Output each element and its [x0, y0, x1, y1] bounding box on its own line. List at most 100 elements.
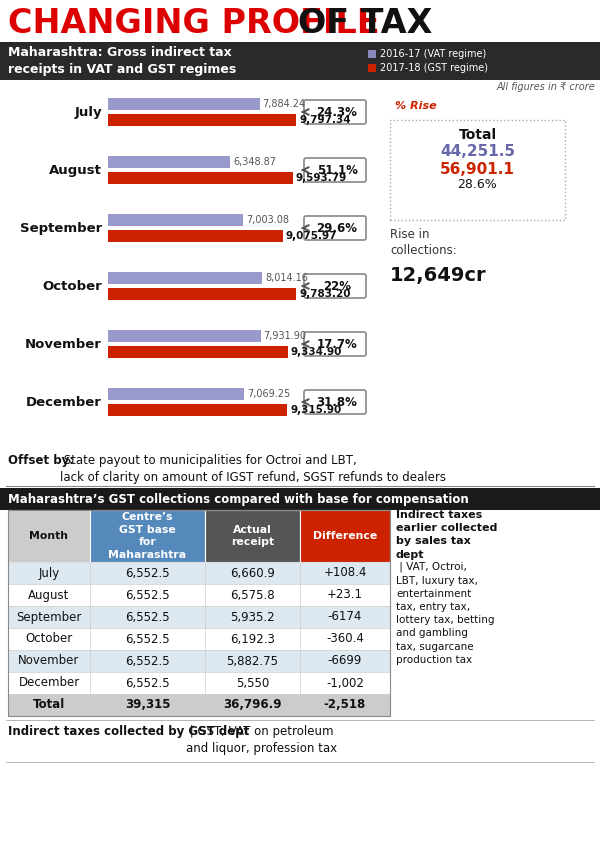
FancyBboxPatch shape	[8, 694, 90, 716]
Text: December: December	[19, 677, 80, 689]
Text: 6,552.5: 6,552.5	[125, 610, 170, 624]
Text: 36,796.9: 36,796.9	[223, 699, 282, 711]
Text: -6699: -6699	[328, 654, 362, 667]
Text: Maharashtra’s GST collections compared with base for compensation: Maharashtra’s GST collections compared w…	[8, 492, 469, 506]
Text: 12,649cr: 12,649cr	[390, 266, 487, 285]
Text: 31.8%: 31.8%	[317, 395, 358, 409]
FancyBboxPatch shape	[304, 158, 366, 182]
Text: -2,518: -2,518	[324, 699, 366, 711]
Text: 29.6%: 29.6%	[317, 222, 358, 235]
Text: Indirect taxes
earlier collected
by sales tax
dept: Indirect taxes earlier collected by sale…	[396, 510, 497, 559]
FancyBboxPatch shape	[368, 50, 376, 58]
Text: 5,550: 5,550	[236, 677, 269, 689]
FancyBboxPatch shape	[300, 606, 390, 628]
Text: 7,003.08: 7,003.08	[246, 215, 289, 225]
FancyBboxPatch shape	[90, 562, 205, 584]
FancyBboxPatch shape	[108, 288, 296, 300]
FancyBboxPatch shape	[304, 390, 366, 414]
FancyBboxPatch shape	[8, 510, 90, 562]
Text: 5,935.2: 5,935.2	[230, 610, 275, 624]
FancyBboxPatch shape	[90, 628, 205, 650]
FancyBboxPatch shape	[90, 672, 205, 694]
FancyBboxPatch shape	[300, 628, 390, 650]
FancyBboxPatch shape	[304, 274, 366, 298]
Text: 2017-18 (GST regime): 2017-18 (GST regime)	[380, 63, 488, 73]
Text: 9,783.20: 9,783.20	[299, 289, 351, 299]
Text: State payout to municipalities for Octroi and LBT,
lack of clarity on amount of : State payout to municipalities for Octro…	[60, 454, 446, 484]
Text: November: November	[25, 337, 102, 350]
Text: 7,931.90: 7,931.90	[263, 331, 307, 341]
Text: 17.7%: 17.7%	[317, 337, 358, 350]
FancyBboxPatch shape	[205, 694, 300, 716]
FancyBboxPatch shape	[108, 404, 287, 416]
Text: Maharashtra: Gross indirect tax
receipts in VAT and GST regimes: Maharashtra: Gross indirect tax receipts…	[8, 46, 236, 76]
Text: OF TAX: OF TAX	[298, 7, 433, 40]
FancyBboxPatch shape	[300, 584, 390, 606]
FancyBboxPatch shape	[108, 346, 287, 358]
Text: 44,251.5: 44,251.5	[440, 144, 515, 159]
Text: -360.4: -360.4	[326, 632, 364, 645]
Text: Total: Total	[458, 128, 497, 142]
Text: -6174: -6174	[328, 610, 362, 624]
Text: | GST, VAT on petroleum
and liquor, profession tax: | GST, VAT on petroleum and liquor, prof…	[186, 725, 337, 755]
Text: +108.4: +108.4	[323, 566, 367, 580]
FancyBboxPatch shape	[8, 672, 90, 694]
Text: Rise in: Rise in	[390, 228, 430, 241]
FancyBboxPatch shape	[304, 100, 366, 124]
Text: 6,192.3: 6,192.3	[230, 632, 275, 645]
FancyBboxPatch shape	[300, 672, 390, 694]
FancyBboxPatch shape	[205, 510, 300, 562]
FancyBboxPatch shape	[8, 628, 90, 650]
Text: 7,069.25: 7,069.25	[247, 389, 290, 399]
Text: September: September	[16, 610, 82, 624]
Text: 28.6%: 28.6%	[458, 178, 497, 191]
FancyBboxPatch shape	[300, 562, 390, 584]
Text: Offset by:: Offset by:	[8, 454, 74, 467]
FancyBboxPatch shape	[8, 584, 90, 606]
Text: 7,884.24: 7,884.24	[263, 99, 306, 109]
Text: 5,882.75: 5,882.75	[227, 654, 278, 667]
FancyBboxPatch shape	[300, 694, 390, 716]
FancyBboxPatch shape	[8, 562, 90, 584]
Text: August: August	[49, 163, 102, 177]
FancyBboxPatch shape	[108, 98, 260, 110]
FancyBboxPatch shape	[0, 488, 600, 510]
Text: 9,075.97: 9,075.97	[286, 231, 337, 241]
Text: October: October	[25, 632, 73, 645]
Text: July: July	[38, 566, 59, 580]
FancyBboxPatch shape	[8, 650, 90, 672]
FancyBboxPatch shape	[90, 510, 205, 562]
FancyBboxPatch shape	[390, 120, 565, 220]
FancyBboxPatch shape	[205, 628, 300, 650]
Text: Month: Month	[29, 531, 68, 541]
Text: 6,552.5: 6,552.5	[125, 632, 170, 645]
Text: August: August	[28, 588, 70, 602]
FancyBboxPatch shape	[108, 230, 283, 242]
Text: Difference: Difference	[313, 531, 377, 541]
FancyBboxPatch shape	[90, 584, 205, 606]
Text: Centre’s
GST base
for
Maharashtra: Centre’s GST base for Maharashtra	[109, 513, 187, 559]
FancyBboxPatch shape	[108, 156, 230, 168]
Text: 22%: 22%	[323, 280, 351, 292]
FancyBboxPatch shape	[300, 650, 390, 672]
FancyBboxPatch shape	[304, 216, 366, 240]
Text: 9,334.90: 9,334.90	[290, 347, 342, 357]
FancyBboxPatch shape	[108, 214, 243, 226]
Text: | VAT, Octroi,
LBT, luxury tax,
entertainment
tax, entry tax,
lottery tax, betti: | VAT, Octroi, LBT, luxury tax, entertai…	[396, 562, 494, 665]
Text: CHANGING PROFILE: CHANGING PROFILE	[8, 7, 391, 40]
Text: 6,552.5: 6,552.5	[125, 654, 170, 667]
FancyBboxPatch shape	[368, 64, 376, 72]
Text: 9,797.34: 9,797.34	[299, 115, 351, 125]
Text: 51.1%: 51.1%	[317, 163, 358, 177]
Text: 6,575.8: 6,575.8	[230, 588, 275, 602]
Text: 39,315: 39,315	[125, 699, 170, 711]
Text: 6,552.5: 6,552.5	[125, 566, 170, 580]
FancyBboxPatch shape	[304, 332, 366, 356]
Text: Total: Total	[33, 699, 65, 711]
Text: All figures in ₹ crore: All figures in ₹ crore	[496, 82, 595, 92]
FancyBboxPatch shape	[300, 510, 390, 562]
FancyBboxPatch shape	[0, 42, 600, 80]
Text: 6,552.5: 6,552.5	[125, 588, 170, 602]
FancyBboxPatch shape	[108, 114, 296, 126]
Text: % Rise: % Rise	[395, 101, 437, 111]
